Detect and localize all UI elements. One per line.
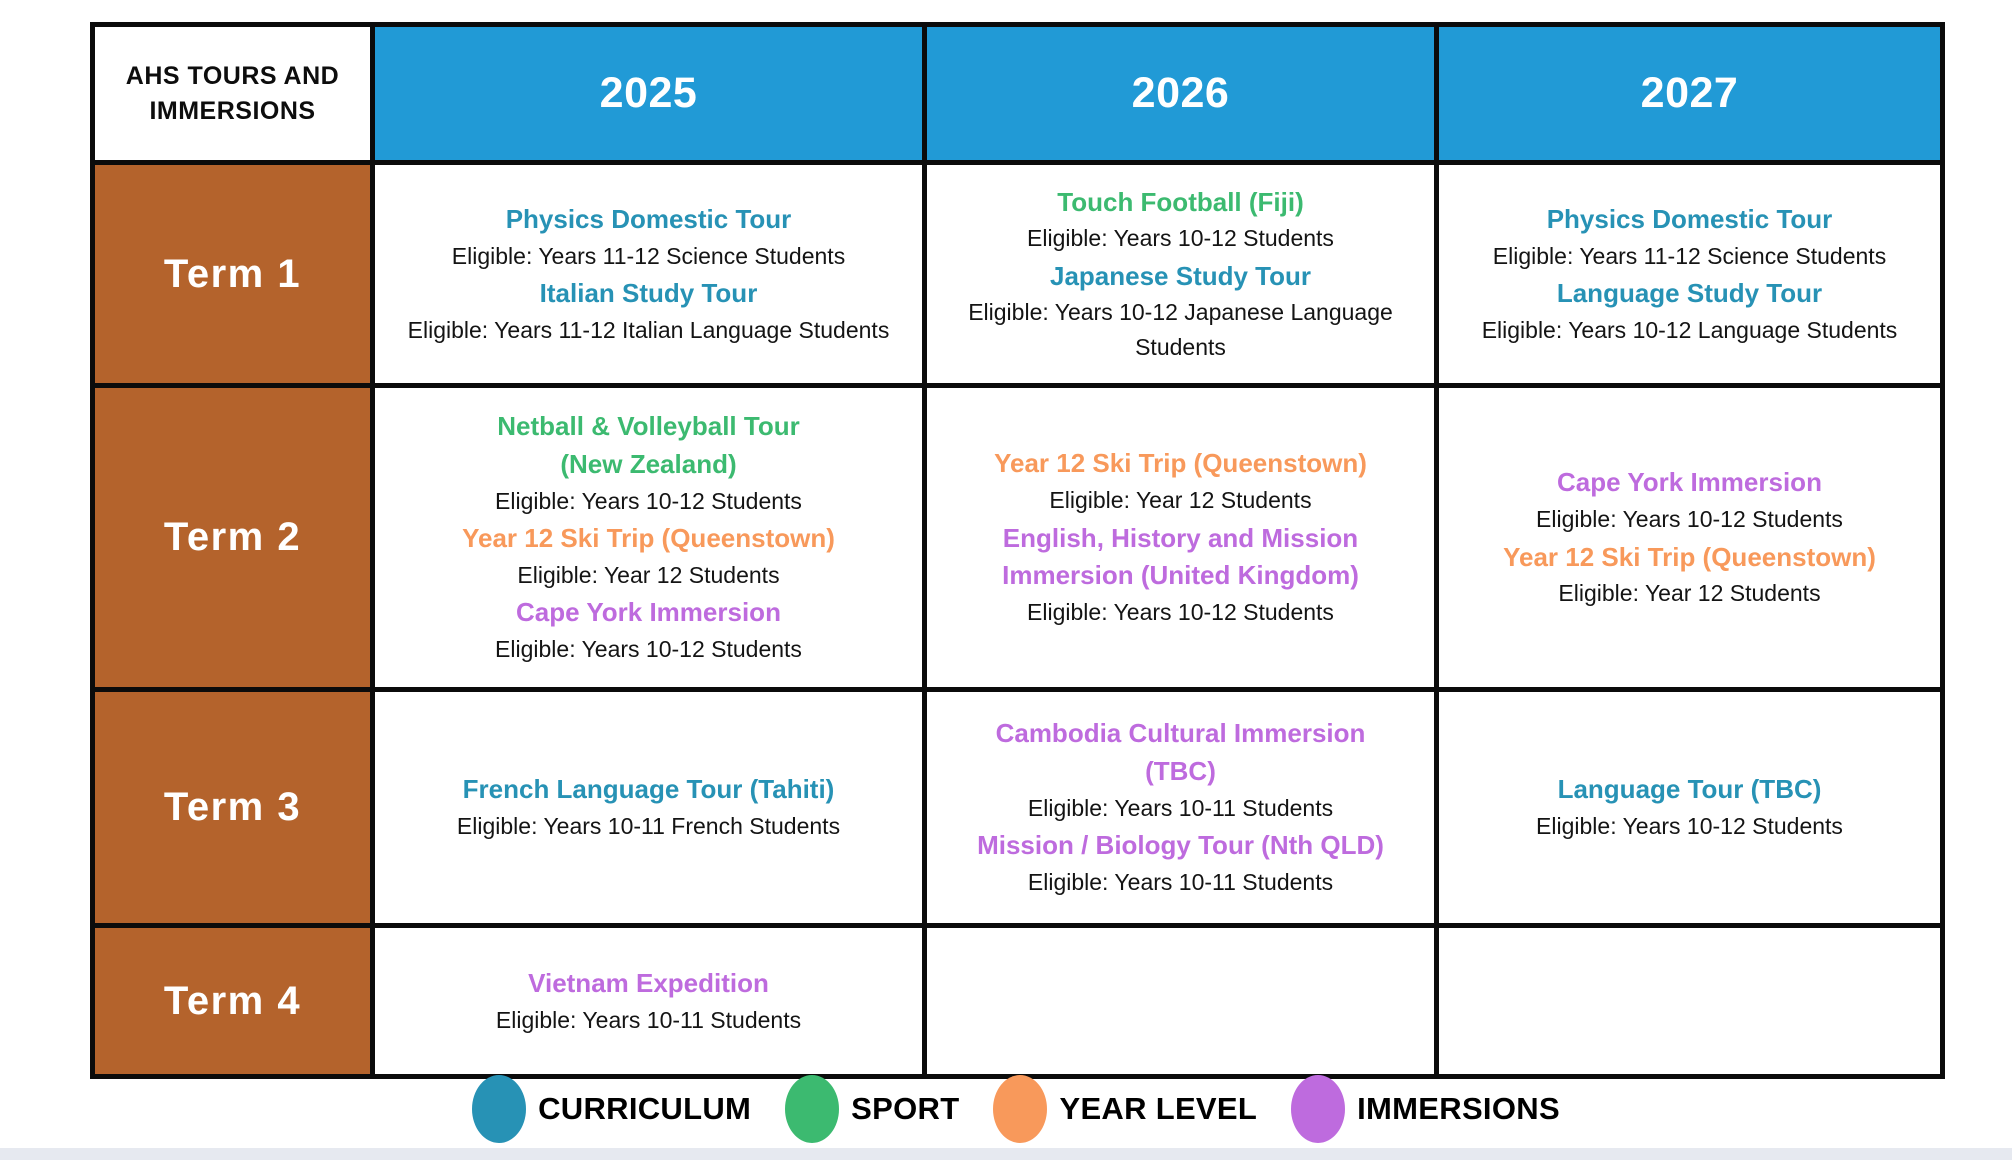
tour-entry: Year 12 Ski Trip (Queenstown) Eligible: … [387,520,910,592]
cell-term2-2025: Netball & Volleyball Tour (New Zealand) … [370,383,927,692]
cell-term3-2027: Language Tour (TBC) Eligible: Years 10-1… [1434,687,1945,928]
tour-entry: Language Study Tour Eligible: Years 10-1… [1451,275,1928,347]
term-label-3: Term 3 [90,687,375,928]
cell-term4-2025: Vietnam Expedition Eligible: Years 10-11… [370,923,927,1079]
tour-eligibility: Eligible: Years 10-12 Language Students [1481,316,1898,343]
year-header-2025: 2025 [370,22,927,165]
cell-term1-2025: Physics Domestic Tour Eligible: Years 11… [370,160,927,388]
tour-eligibility: Eligible: Years 10-12 Students [1536,506,1843,532]
cell-term3-2025: French Language Tour (Tahiti) Eligible: … [370,687,927,928]
legend-label: SPORT [851,1091,960,1126]
tour-entry: Cape York Immersion Eligible: Years 10-1… [1451,464,1928,536]
cell-term1-2026: Touch Football (Fiji) Eligible: Years 10… [922,160,1439,388]
tour-title: Cape York Immersion [516,597,781,628]
term-label-1: Term 1 [90,160,375,388]
cell-term4-2027 [1434,923,1945,1079]
tour-eligibility: Eligible: Year 12 Students [517,561,780,588]
tour-eligibility: Eligible: Years 10-11 Students [1027,869,1334,896]
tour-title: Language Tour (TBC) [1557,774,1822,805]
year-header-2027: 2027 [1434,22,1945,165]
tour-entry: Italian Study Tour Eligible: Years 11-12… [387,275,910,347]
tour-entry: Touch Football (Fiji) Eligible: Years 10… [939,184,1422,256]
cell-term3-2026: Cambodia Cultural Immersion (TBC) Eligib… [922,687,1439,928]
tour-entry: Mission / Biology Tour (Nth QLD) Eligibl… [939,827,1422,899]
tour-entry: Netball & Volleyball Tour (New Zealand) … [387,408,910,518]
tour-entry: Physics Domestic Tour Eligible: Years 11… [387,201,910,273]
category-legend: CURRICULUM SPORT YEAR LEVEL IMMERSIONS [90,1072,1942,1146]
tour-title: Cambodia Cultural Immersion (TBC) [995,718,1366,787]
tour-eligibility: Eligible: Years 11-12 Science Students [451,242,846,269]
tour-title: Year 12 Ski Trip (Queenstown) [1503,541,1876,572]
tour-entry: Cape York Immersion Eligible: Years 10-1… [387,594,910,666]
tour-eligibility: Eligible: Years 10-11 Students [1027,794,1334,821]
tour-eligibility: Eligible: Years 10-12 Japanese Language … [968,299,1393,360]
tour-eligibility: Eligible: Years 10-12 Students [1536,813,1843,840]
tour-entry: Year 12 Ski Trip (Queenstown) Eligible: … [939,445,1422,517]
tour-entry: English, History and Mission Immersion (… [939,520,1422,630]
cell-term1-2027: Physics Domestic Tour Eligible: Years 11… [1434,160,1945,388]
tour-title: French Language Tour (Tahiti) [462,774,835,805]
tour-entry: Japanese Study Tour Eligible: Years 10-1… [939,258,1422,365]
tour-title: English, History and Mission Immersion (… [1002,522,1359,591]
legend-item-curriculum: CURRICULUM [472,1075,751,1143]
tour-eligibility: Eligible: Year 12 Students [1049,487,1312,514]
tour-eligibility: Eligible: Year 12 Students [1558,580,1821,607]
tour-title: Language Study Tour [1556,278,1823,308]
sport-color-dot-icon [785,1075,840,1143]
tour-eligibility: Eligible: Years 10-11 French Students [456,813,841,840]
tours-immersions-table: AHS TOURS AND IMMERSIONS 2025 2026 2027 … [90,22,1945,1079]
term-label-4: Term 4 [90,923,375,1079]
tour-title: Netball & Volleyball Tour (New Zealand) [497,411,800,480]
year-header-2026: 2026 [922,22,1439,165]
tour-entry: Physics Domestic Tour Eligible: Years 11… [1451,201,1928,273]
legend-label: CURRICULUM [538,1091,752,1126]
tour-title: Year 12 Ski Trip (Queenstown) [462,523,835,554]
tour-title: Mission / Biology Tour (Nth QLD) [977,830,1384,861]
tour-entry: Cambodia Cultural Immersion (TBC) Eligib… [939,715,1422,825]
tour-title: Italian Study Tour [539,278,758,308]
cell-term2-2026: Year 12 Ski Trip (Queenstown) Eligible: … [922,383,1439,692]
tour-eligibility: Eligible: Years 10-12 Students [495,487,802,514]
tour-eligibility: Eligible: Years 10-12 Students [495,636,802,663]
tour-title: Year 12 Ski Trip (Queenstown) [994,448,1367,479]
tour-title: Vietnam Expedition [528,967,769,998]
tour-entry: Vietnam Expedition Eligible: Years 10-11… [387,965,910,1037]
tour-title: Japanese Study Tour [1049,260,1312,291]
tour-title: Physics Domestic Tour [505,203,792,234]
tour-title: Touch Football (Fiji) [1057,186,1304,217]
tour-eligibility: Eligible: Years 10-12 Students [1027,599,1334,626]
tour-eligibility: Eligible: Years 10-11 Students [495,1006,802,1033]
cell-term2-2027: Cape York Immersion Eligible: Years 10-1… [1434,383,1945,692]
tour-title: Physics Domestic Tour [1546,203,1833,234]
immersions-color-dot-icon [1291,1075,1346,1143]
tour-eligibility: Eligible: Years 11-12 Italian Language S… [407,316,890,343]
legend-label: YEAR LEVEL [1059,1091,1258,1126]
legend-item-immersions: IMMERSIONS [1291,1075,1560,1143]
legend-item-year-level: YEAR LEVEL [993,1075,1257,1143]
curriculum-color-dot-icon [472,1075,527,1143]
tour-title: Cape York Immersion [1557,467,1822,498]
legend-item-sport: SPORT [785,1075,959,1143]
tour-entry: French Language Tour (Tahiti) Eligible: … [387,771,910,843]
table-title: AHS TOURS AND IMMERSIONS [90,22,375,165]
bottom-edge-strip [0,1148,2012,1160]
tour-entry: Year 12 Ski Trip (Queenstown) Eligible: … [1451,539,1928,611]
cell-term4-2026 [922,923,1439,1079]
tour-eligibility: Eligible: Years 10-12 Students [1027,225,1334,252]
term-label-2: Term 2 [90,383,375,692]
tour-eligibility: Eligible: Years 11-12 Science Students [1492,242,1887,269]
tour-entry: Language Tour (TBC) Eligible: Years 10-1… [1451,771,1928,843]
legend-label: IMMERSIONS [1357,1091,1560,1126]
year-level-color-dot-icon [993,1075,1048,1143]
